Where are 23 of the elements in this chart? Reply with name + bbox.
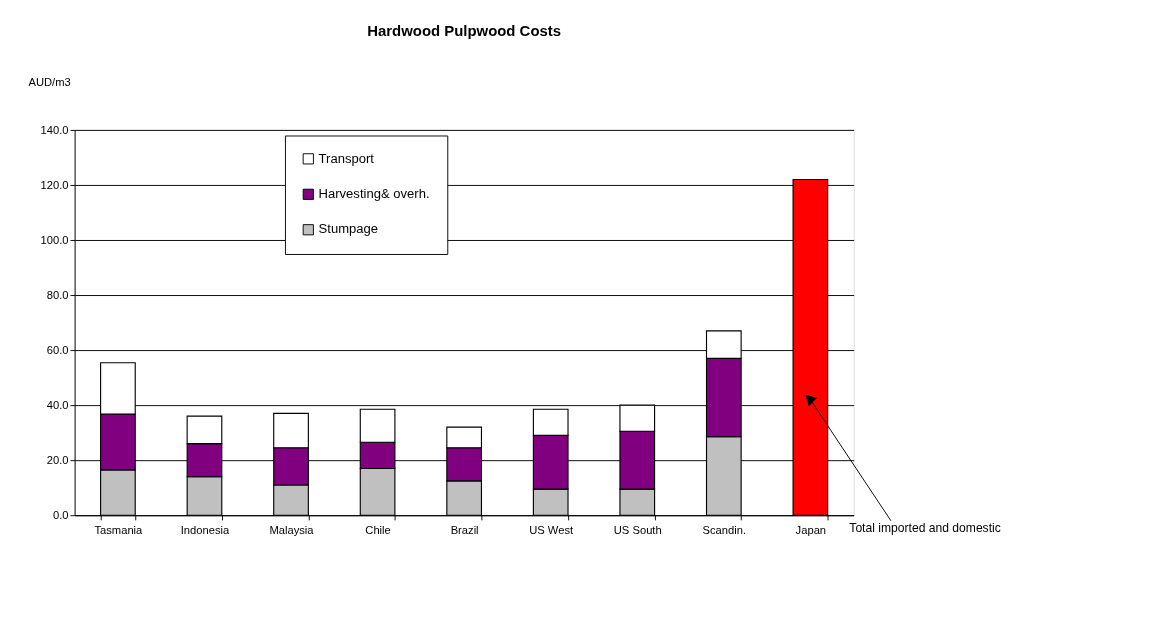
chart-title: Hardwood Pulpwood Costs [367,21,562,39]
x-tick-label: US South [613,524,662,537]
y-tick-label: 40.0 [46,399,69,412]
y-axis-title: AUD/m3 [28,75,71,88]
legend-label: Transport [318,150,375,166]
legend-label: Stumpage [318,221,379,237]
y-tick-label: 100.0 [40,234,69,247]
x-tick-label: US West [529,524,575,537]
x-tick-label: Brazil [450,524,479,537]
x-tick-label: Indonesia [180,524,230,537]
y-tick-label: 20.0 [46,454,69,467]
y-tick-label: 0.0 [53,509,69,522]
x-tick-label: Tasmania [94,524,144,537]
y-tick-label: 80.0 [46,289,69,302]
y-tick-label: 60.0 [46,344,69,357]
y-tick-label: 140.0 [40,124,69,137]
annotation: Total imported and domestic [849,521,1001,536]
x-tick-label: Japan [795,524,827,537]
x-tick-label: Chile [365,524,391,537]
x-tick-label: Malaysia [269,524,315,537]
y-tick-label: 120.0 [40,179,69,192]
x-tick-label: Scandin. [702,524,747,537]
legend-label: Harvesting& overh. [318,186,430,202]
